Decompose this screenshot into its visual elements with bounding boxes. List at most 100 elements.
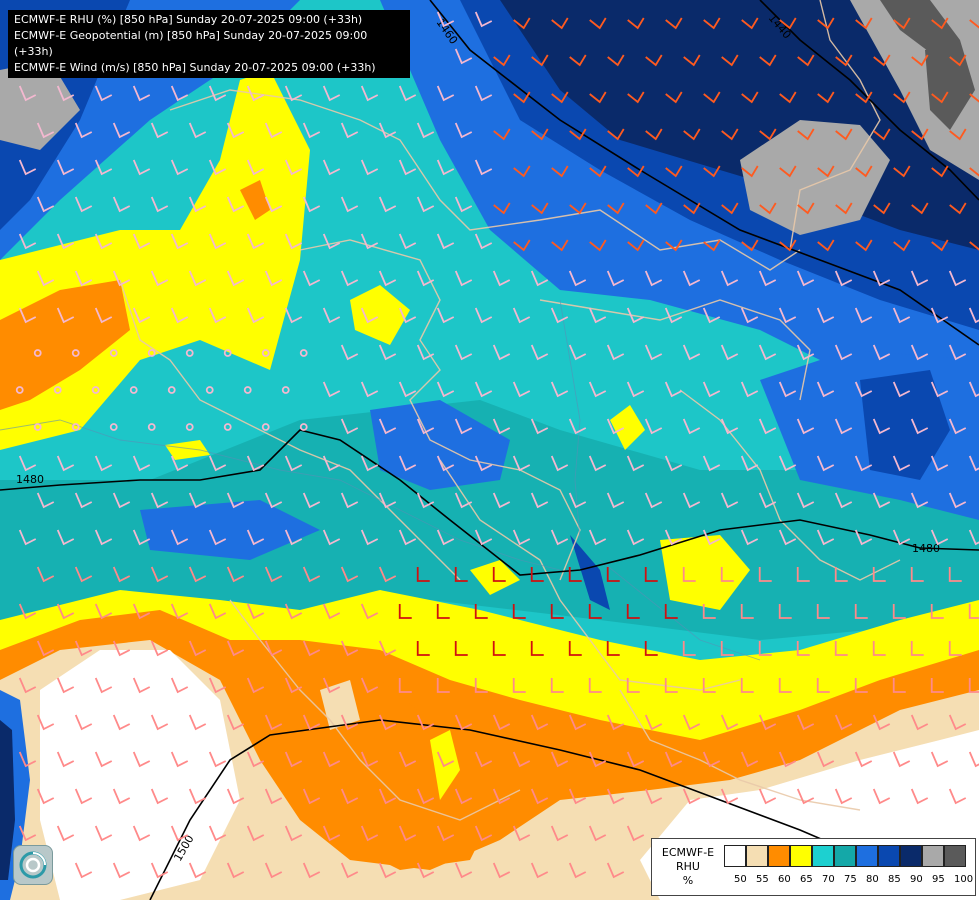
wind-barb-icon: [855, 91, 873, 104]
wind-barb-icon: [910, 641, 924, 656]
wind-barb-icon: [930, 529, 949, 546]
wind-barb-icon: [682, 567, 696, 582]
wind-barb-icon: [398, 604, 412, 619]
legend-tick: 85: [888, 874, 901, 885]
calm-wind-icon: [33, 423, 42, 431]
wind-barb-icon: [834, 567, 848, 582]
wind-barb-icon: [512, 455, 531, 472]
wind-barb-icon: [226, 640, 245, 657]
wind-barb-icon: [112, 122, 131, 139]
wind-barb-icon: [740, 529, 759, 546]
wind-barb-icon: [340, 566, 359, 583]
wind-barb-icon: [340, 122, 359, 139]
wind-barb-icon: [112, 640, 131, 657]
wind-barb-icon: [530, 344, 549, 361]
wind-barb-icon: [416, 122, 435, 139]
wind-barb-icon: [398, 381, 417, 398]
wind-barb-icon: [74, 788, 93, 805]
wind-barb-icon: [968, 751, 979, 768]
wind-barb-icon: [550, 307, 569, 324]
contour-1480: [0, 429, 979, 576]
wind-barb-icon: [170, 455, 189, 472]
wind-barb-icon: [436, 381, 455, 398]
wind-barb-icon: [702, 678, 716, 693]
wind-barb-icon: [150, 862, 169, 879]
legend-title-line: RHU: [676, 860, 700, 873]
legend-swatch: [922, 845, 944, 867]
legend-swatch: [746, 845, 768, 867]
wind-barb-icon: [492, 492, 511, 509]
wind-barb-icon: [720, 567, 734, 582]
wind-barb-icon: [588, 455, 607, 472]
wind-barb-icon: [968, 455, 979, 472]
wind-barb-icon: [683, 202, 701, 215]
wind-barb-icon: [132, 233, 151, 250]
wind-barb-icon: [322, 455, 341, 472]
wind-barb-icon: [302, 492, 321, 509]
calm-wind-icon: [261, 349, 270, 357]
contour-1440: [759, 0, 979, 201]
wind-barb-icon: [607, 54, 625, 67]
wind-barb-icon: [378, 640, 397, 657]
legend-title-line: %: [682, 874, 694, 887]
wind-barb-icon: [910, 418, 929, 435]
wind-barb-icon: [568, 788, 587, 805]
rh-90-area-sw: [0, 720, 15, 880]
wind-barb-icon: [454, 122, 473, 139]
wind-barb-icon: [834, 788, 853, 805]
wind-barb-icon: [474, 159, 493, 176]
wind-barb-icon: [454, 344, 473, 361]
rh-65-spot3: [660, 535, 750, 610]
wind-barb-icon: [949, 128, 967, 141]
wind-barb-icon: [682, 788, 701, 805]
wind-barb-icon: [664, 751, 683, 768]
wind-barb-icon: [702, 529, 721, 546]
wind-barb-icon: [682, 418, 701, 435]
wind-barb-icon: [720, 492, 739, 509]
wind-barb-icon: [36, 788, 55, 805]
wind-barb-icon: [513, 17, 531, 30]
wind-barb-icon: [112, 788, 131, 805]
wind-barb-icon: [834, 492, 853, 509]
wind-barb-icon: [872, 641, 886, 656]
wind-barb-icon: [340, 714, 359, 731]
wind-barb-icon: [436, 159, 455, 176]
wind-barb-icon: [36, 122, 55, 139]
wind-barb-icon: [892, 455, 911, 472]
wind-barb-icon: [378, 492, 397, 509]
legend-swatch: [768, 845, 790, 867]
wind-barb-icon: [416, 492, 435, 509]
wind-barb-icon: [779, 239, 797, 252]
wind-barb-icon: [910, 492, 929, 509]
wind-barb-icon: [682, 344, 701, 361]
wind-barb-icon: [968, 678, 979, 693]
wind-barb-icon: [759, 128, 777, 141]
wind-barb-icon: [531, 54, 549, 67]
legend-ticks: 50 55 60 65 70 75 80 85 90 95 100: [734, 874, 976, 885]
wind-barb-icon: [170, 751, 189, 768]
calm-wind-icon: [223, 349, 232, 357]
wind-barb-icon: [948, 641, 962, 656]
wind-barb-icon: [530, 641, 544, 656]
wind-barb-icon: [360, 233, 379, 250]
wind-barb-icon: [474, 825, 493, 842]
legend-title: ECMWF-E RHU %: [656, 846, 720, 888]
wind-barb-icon: [512, 825, 531, 842]
wind-barb-icon: [94, 85, 113, 102]
wind-barb-icon: [721, 54, 739, 67]
wind-barb-icon: [284, 85, 303, 102]
wind-barb-icon: [94, 825, 113, 842]
legend-tick: 60: [778, 874, 791, 885]
calm-wind-icon: [53, 386, 62, 394]
wind-barb-icon: [454, 641, 468, 656]
wind-barb-icon: [188, 122, 207, 139]
wind-barb-icon: [340, 640, 359, 657]
wind-barb-icon: [873, 128, 891, 141]
wind-barb-icon: [56, 455, 75, 472]
wind-barb-icon: [378, 788, 397, 805]
wind-barb-icon: [969, 241, 979, 251]
wind-barb-icon: [911, 54, 929, 67]
wind-barb-icon: [703, 91, 721, 104]
wind-barb-icon: [132, 603, 151, 620]
wind-barb-icon: [208, 751, 227, 768]
